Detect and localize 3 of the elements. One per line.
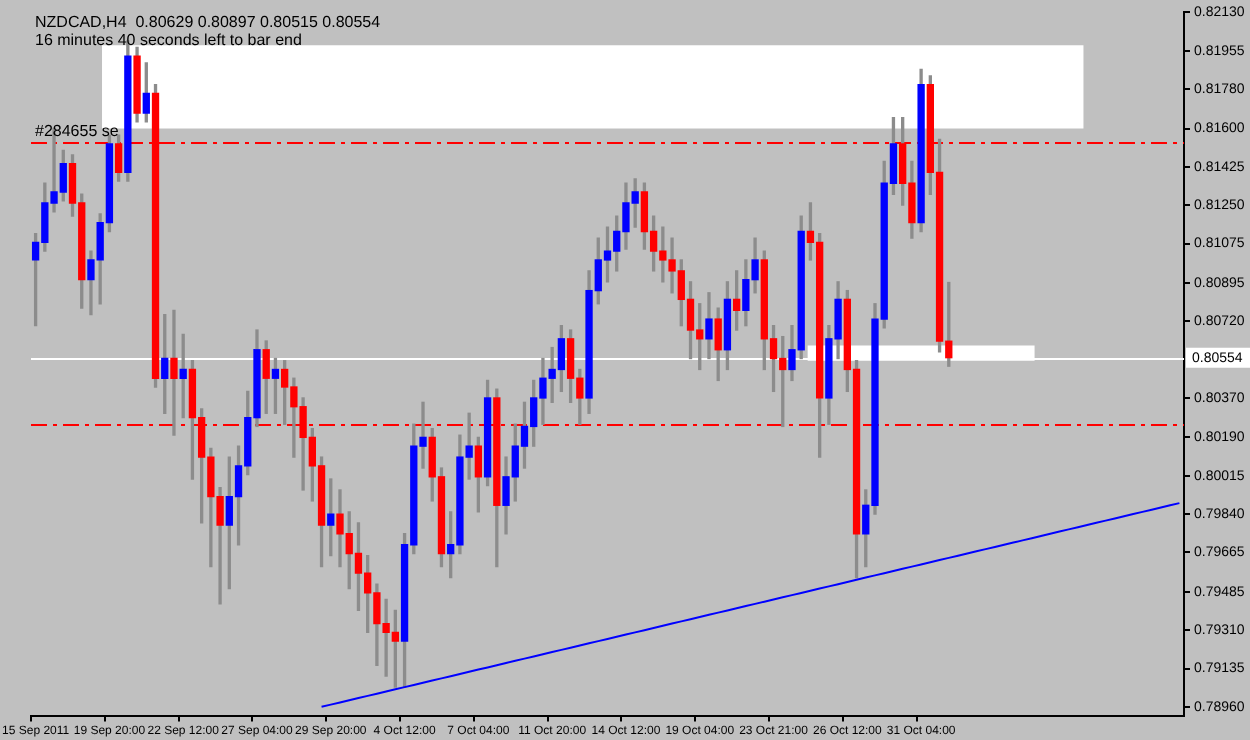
ref-line-label: #284655 se bbox=[35, 122, 120, 141]
chart-title: NZDCAD,H4 0.80629 0.80897 0.80515 0.80554 bbox=[35, 12, 382, 31]
text: 16 minutes 40 seconds left to bar end bbox=[35, 30, 302, 49]
